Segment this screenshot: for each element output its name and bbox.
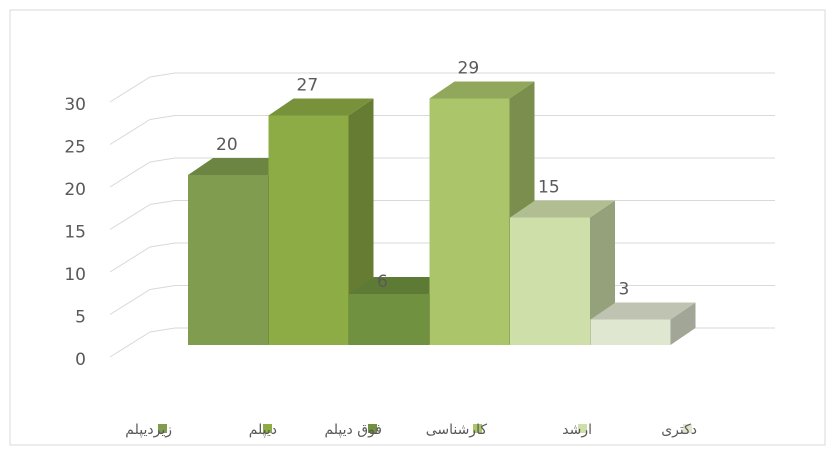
bar [591,303,696,346]
legend-label: ارشد [562,422,592,438]
y-tick-label: 5 [75,308,86,328]
bar-front [510,218,590,346]
bar-front [269,116,349,346]
data-label: 15 [538,178,560,198]
y-tick-label: 10 [64,265,86,285]
data-label: 6 [377,272,388,292]
legend-label: زیردیپلم [125,422,172,438]
chart: 0 5 10 15 20 25 30 20 27 6 29 15 3 زیردیپلم دیپلم فوق د… [0,0,835,453]
bar-front [430,99,510,346]
y-tick-label: 25 [64,138,86,158]
legend-label: کارشناسی [426,422,488,438]
y-tick-label: 20 [64,180,86,200]
y-tick-label: 15 [64,223,86,243]
data-label: 3 [619,280,630,300]
chart-border [10,10,825,445]
page: {"chart_data": {"type": "bar3d", "series… [0,0,835,453]
legend-label: دیپلم [249,422,277,438]
bar-front [591,320,671,346]
legend-label: دکتری [661,422,697,438]
legend-label: فوق دیپلم [324,422,382,438]
y-tick-label: 0 [75,350,86,370]
y-tick-label: 30 [64,95,86,115]
bar-front [349,294,429,345]
data-label: 20 [216,135,238,155]
data-label: 29 [458,59,480,79]
bar-front [188,175,268,345]
data-label: 27 [297,76,319,96]
